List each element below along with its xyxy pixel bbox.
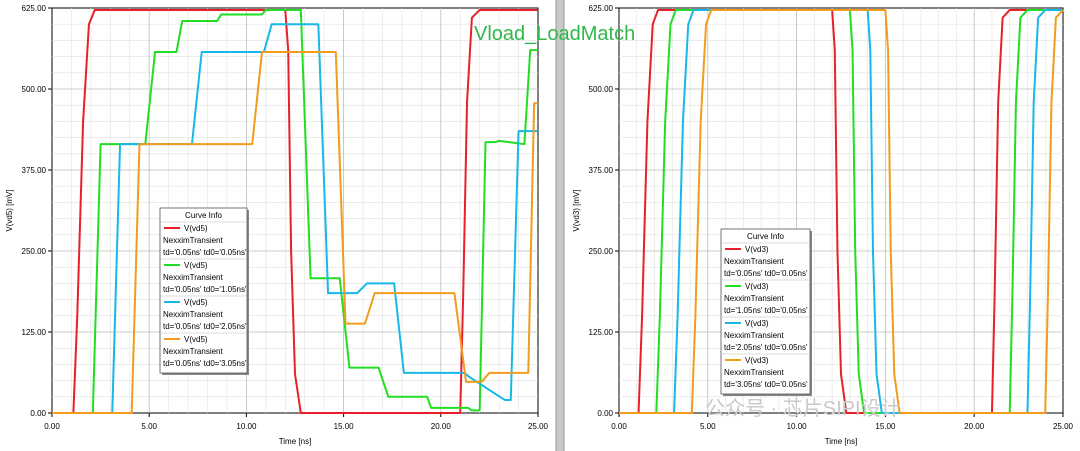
legend-entry-line: td='1.05ns' td0='0.05ns' [724,306,808,315]
x-tick-label: 25.00 [528,422,549,431]
overlay-label: Vload_LoadMatch [474,23,635,45]
x-tick-label: 20.00 [964,422,985,431]
legend-entry-line: td='0.05ns' td0='2.05ns' [163,322,247,331]
legend-entry-line: td='0.05ns' td0='0.05ns' [724,269,808,278]
y-tick-label: 375.00 [22,166,47,175]
window-splitter[interactable] [556,0,564,451]
chart-left: 0.00 5.00 10.00 15.00 20.00 25.00 0.00 125.00 25… [5,4,549,446]
legend-entry-line: NexximTransient [163,273,223,282]
series-line-2 [619,8,1063,414]
x-tick-label: 10.00 [236,422,257,431]
y-tick-label: 0.00 [597,409,613,418]
series-line-3 [619,8,1063,414]
y-tick-label: 375.00 [589,166,614,175]
legend-entry-name: V(vd5) [184,261,208,270]
y-axis-label: V(vd3) [mV] [572,189,581,231]
chart-right: 0.00 5.00 10.00 15.00 20.00 25.00 0.00 125.00 25… [572,4,1074,446]
legend-entry-name: V(vd3) [745,356,769,365]
y-tick-label: 250.00 [22,247,47,256]
x-tick-label: 5.00 [700,422,716,431]
x-tick-label: 0.00 [44,422,60,431]
legend-entry-line: td='0.05ns' td0='1.05ns' [163,285,247,294]
y-tick-label: 625.00 [22,4,47,13]
legend-entry-line: NexximTransient [724,331,784,340]
legend-entry-line: td='0.05ns' td0='0.05ns' [163,248,247,257]
legend-entry-name: V(vd3) [745,245,769,254]
legend-entry-name: V(vd5) [184,298,208,307]
watermark-text: 公众号 · 芯片SIPI设计 [705,397,901,420]
legend-entry-name: V(vd3) [745,282,769,291]
x-axis-label: Time [ns] [825,437,858,446]
series-line-1 [619,8,1063,414]
legend-entry-name: V(vd5) [184,224,208,233]
x-tick-label: 15.00 [334,422,355,431]
legend-entry-line: td='0.05ns' td0='3.05ns' [163,359,247,368]
y-tick-label: 500.00 [22,85,47,94]
legend-entry-line: NexximTransient [724,368,784,377]
y-axis-label: V(vd5) [mV] [5,189,14,231]
legend-title: Curve Info [747,232,784,241]
y-tick-label: 500.00 [589,85,614,94]
legend-entry-line: NexximTransient [163,236,223,245]
x-tick-label: 10.00 [787,422,808,431]
series-line-1 [52,8,538,414]
y-tick-label: 125.00 [22,328,47,337]
y-tick-label: 625.00 [589,4,614,13]
legend-box [720,228,811,395]
legend-entry-line: td='3.05ns' td0='0.05ns' [724,380,808,389]
x-tick-label: 25.00 [1053,422,1074,431]
legend-entry-name: V(vd5) [184,335,208,344]
x-tick-label: 0.00 [611,422,627,431]
series-line-4 [619,8,1064,414]
legend-entry-name: V(vd3) [745,319,769,328]
legend-box [159,207,248,374]
legend-entry-line: td='2.05ns' td0='0.05ns' [724,343,808,352]
x-tick-label: 5.00 [141,422,157,431]
y-tick-label: 250.00 [589,247,614,256]
y-tick-label: 125.00 [589,328,614,337]
legend-entry-line: NexximTransient [724,294,784,303]
y-tick-label: 0.00 [30,409,46,418]
series-line-4 [52,51,538,414]
x-axis-label: Time [ns] [279,437,312,446]
x-tick-label: 20.00 [431,422,452,431]
legend-entry-line: NexximTransient [163,347,223,356]
x-tick-label: 15.00 [875,422,896,431]
legend-entry-line: NexximTransient [724,257,784,266]
legend-title: Curve Info [185,211,222,220]
legend-entry-line: NexximTransient [163,310,223,319]
